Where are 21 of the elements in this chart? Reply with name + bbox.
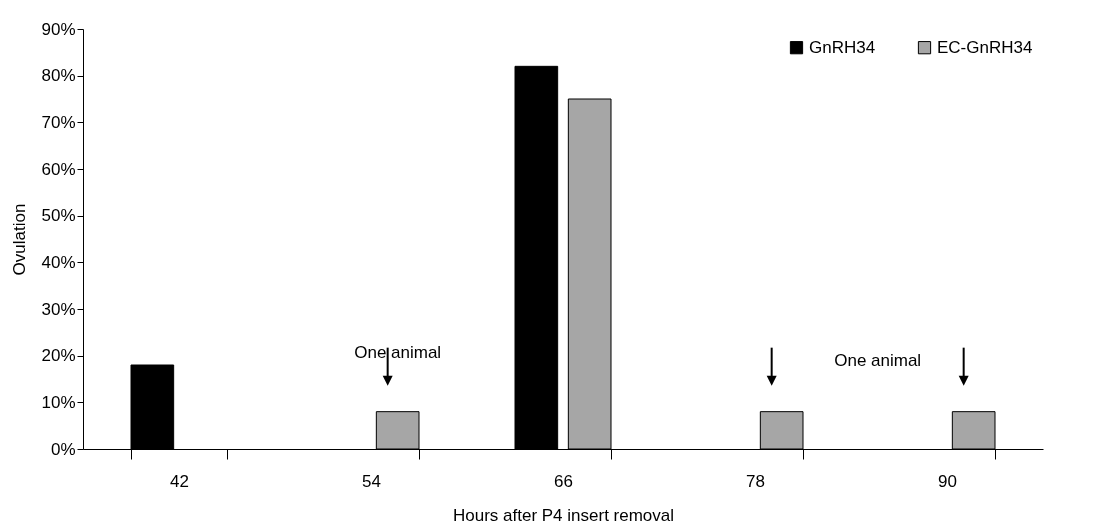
- annotation: One animal: [354, 342, 442, 362]
- x-axis-title: Hours after P4 insert removal: [452, 505, 675, 525]
- legend-label: EC-GnRH34: [937, 37, 1033, 57]
- y-axis-title: Ovulation: [10, 203, 30, 276]
- y-tick-label: 10%: [41, 392, 76, 412]
- y-tick-label: 0%: [50, 439, 76, 459]
- x-tick-label: 78: [746, 471, 765, 491]
- y-tick-label: 40%: [41, 252, 76, 272]
- x-tick-label: 90: [938, 471, 957, 491]
- legend-label: GnRH34: [809, 37, 876, 57]
- y-tick-label: 80%: [41, 66, 76, 86]
- y-tick-label: 30%: [41, 299, 76, 319]
- y-tick-label: 90%: [41, 19, 76, 39]
- y-tick-label: 20%: [41, 346, 76, 366]
- x-tick-label: 42: [170, 471, 189, 491]
- y-tick-label: 50%: [41, 206, 76, 226]
- x-tick-label: 54: [362, 471, 381, 491]
- annotation: One animal: [834, 350, 922, 370]
- y-tick-label: 70%: [41, 112, 76, 132]
- x-tick-label: 66: [554, 471, 573, 491]
- y-tick-label: 60%: [41, 159, 76, 179]
